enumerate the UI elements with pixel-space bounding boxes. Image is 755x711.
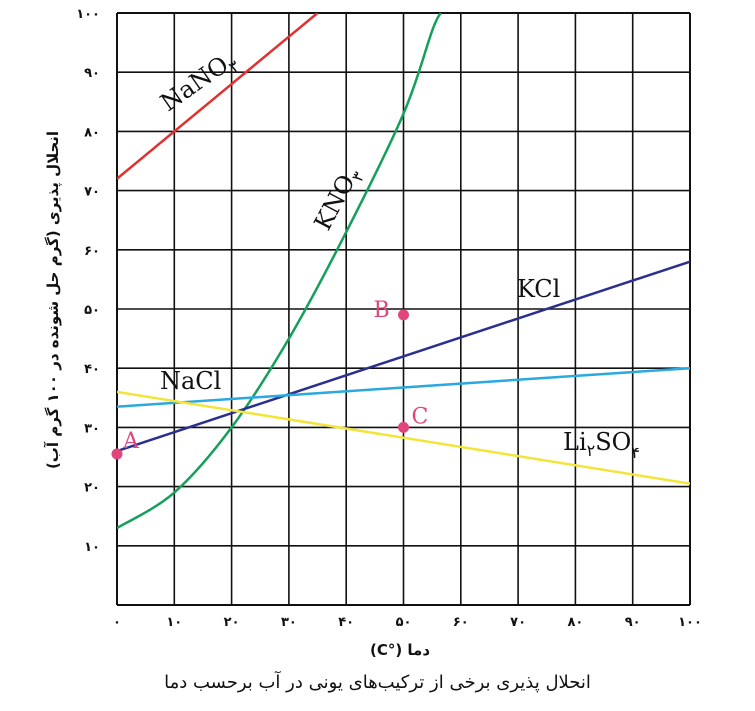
- x-tick-label: ۵۰: [396, 615, 412, 630]
- point-c: [398, 421, 409, 433]
- x-tick-label: ۷۰: [510, 615, 526, 630]
- data-points: A B C: [111, 298, 429, 460]
- x-tick-label: ۸۰: [567, 615, 583, 630]
- y-tick-label: ۷۰: [84, 185, 100, 200]
- point-label-c: C: [412, 404, 429, 429]
- y-tick-label: ۸۰: [84, 125, 100, 140]
- x-tick-label: ۹۰: [625, 615, 641, 630]
- series-line-kno3: [117, 13, 442, 530]
- series-label-kcl: KCl: [517, 275, 560, 303]
- series-label-nacl: NaCl: [160, 367, 221, 395]
- series-label-nano3: NaNO۳: [155, 45, 243, 120]
- series-line-nano3: [117, 13, 319, 180]
- series-layer: [117, 13, 690, 530]
- series-line-nacl: [117, 366, 690, 408]
- y-tick-label: ۲۰: [84, 481, 100, 496]
- y-tick-label: ۱۰: [84, 540, 100, 555]
- point-b: [398, 309, 409, 321]
- x-tick-label: ۲۰: [224, 615, 240, 630]
- series-label-li2so4: Li۲SO۴: [563, 428, 640, 462]
- x-tick-label: ۶۰: [453, 615, 469, 630]
- y-tick-label: ۳۰: [84, 421, 100, 436]
- x-tick-label: ۱۰: [166, 615, 182, 630]
- y-tick-label: ۹۰: [84, 66, 100, 81]
- grid: [116, 12, 691, 606]
- x-tick-label: ۳۰: [281, 615, 297, 630]
- point-a: [111, 448, 123, 460]
- tick-labels: ۰ ۱۰ ۲۰ ۳۰ ۴۰ ۵۰ ۶۰ ۷۰ ۸۰ ۹۰ ۱۰۰ ۱۰ ۲۰ ۳۰ ۴۰ ۵۰ ۶۰ ۷۰ ۸۰ ۹۰…: [76, 7, 702, 630]
- x-tick-label: ۱۰۰: [678, 615, 702, 630]
- y-tick-label: ۵۰: [84, 303, 100, 318]
- y-tick-label: ۶۰: [84, 244, 100, 259]
- series-label-kno3: KNO۳: [309, 162, 369, 237]
- point-label-a: A: [122, 429, 140, 454]
- figure-caption: انحلال پذیری برخی از ترکیب‌های یونی در آ…: [164, 672, 591, 693]
- x-tick-label: ۰: [113, 615, 121, 630]
- series-line-li2so4: [117, 390, 690, 485]
- solubility-chart: ۰ ۱۰ ۲۰ ۳۰ ۴۰ ۵۰ ۶۰ ۷۰ ۸۰ ۹۰ ۱۰۰ ۱۰ ۲۰ ۳۰ ۴۰ ۵۰ ۶۰ ۷۰ ۸۰ ۹۰…: [44, 7, 702, 659]
- y-tick-label: ۱۰۰: [76, 7, 100, 22]
- y-axis-label: انحلال پذیری (گرم حل شونده در ۱۰۰ گرم آب…: [44, 131, 63, 469]
- series-line-kcl: [117, 260, 690, 453]
- x-tick-label: ۴۰: [338, 615, 354, 630]
- y-tick-label: ۴۰: [84, 362, 100, 377]
- x-axis-label: دما (°C): [370, 641, 430, 659]
- point-label-b: B: [374, 298, 390, 323]
